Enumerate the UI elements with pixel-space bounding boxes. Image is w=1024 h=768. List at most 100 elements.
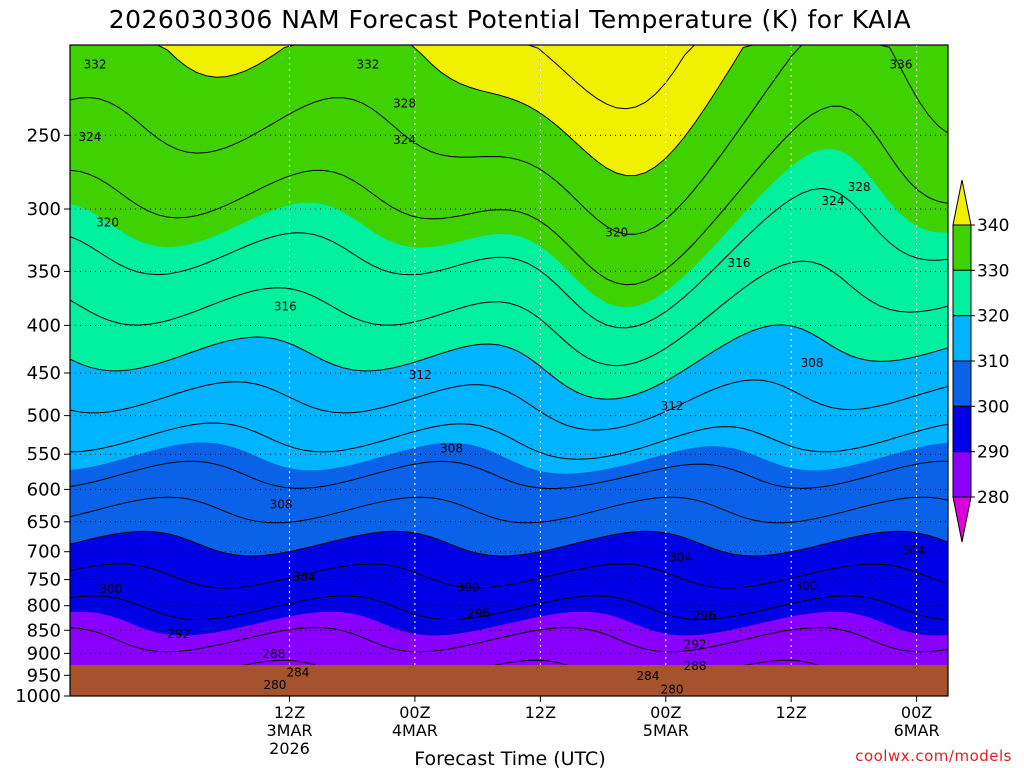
x-tick-label: 12Z: [776, 703, 807, 722]
chart-title: 2026030306 NAM Forecast Potential Temper…: [109, 5, 912, 34]
contour-label: 300: [99, 582, 122, 596]
contour-label: 296: [1002, 638, 1024, 652]
isentrope-328: [70, 187, 948, 329]
contour-label: 288: [262, 647, 285, 661]
colorbar: 340 330 320 310 300 290 280: [952, 179, 1009, 543]
contour-label: 292: [684, 637, 707, 651]
y-tick-label: 950: [27, 665, 61, 686]
colorbar-segment: [952, 224, 972, 271]
contour-label: 304: [902, 544, 925, 558]
contour-label: 296: [693, 609, 716, 623]
contour-label: 280: [661, 683, 684, 697]
isentrope-304: [70, 496, 948, 524]
forecast-time-axis: 12Z3MAR202600Z4MAR12Z00Z5MAR12Z00Z6MAR12…: [266, 696, 940, 758]
contour-label: 332: [356, 58, 379, 72]
x-tick-label: 12Z: [525, 703, 556, 722]
isentrope-324: [70, 260, 948, 367]
contour-label: 320: [605, 226, 628, 240]
colorbar-label: 290: [977, 443, 1009, 463]
colorbar-bottom-triangle: [952, 496, 972, 543]
y-tick-label: 250: [27, 125, 61, 146]
contour-label: 308: [440, 441, 463, 455]
isentrope-336: [70, 45, 948, 235]
isentrope-contours: [70, 45, 948, 696]
credit-text: coolwx.com/models: [855, 747, 1012, 765]
contour-label: 324: [78, 130, 101, 144]
contour-label: 328: [393, 96, 416, 110]
colorbar-segment: [952, 405, 972, 453]
contour-label: 300: [457, 581, 480, 595]
contour-label: 324: [822, 194, 845, 208]
contour-label: 332: [947, 62, 970, 76]
y-tick-label: 800: [27, 596, 61, 617]
x-tick-label: 00Z: [399, 703, 430, 722]
y-tick-label: 650: [27, 512, 61, 533]
colorbar-label: 340: [977, 216, 1009, 236]
contour-labels: 3323323363323283283243243283243203203163…: [78, 58, 1024, 697]
y-tick-label: 500: [27, 406, 61, 427]
x-tick-label: 00Z: [901, 703, 932, 722]
x-tick-label: 6MAR: [894, 721, 940, 740]
colorbar-segment: [952, 360, 972, 407]
colorbar-label: 300: [977, 397, 1009, 417]
contour-label: 296: [467, 606, 490, 620]
contour-label: 320: [96, 215, 119, 229]
x-tick-label: 2026: [269, 739, 310, 758]
colorbar-segment: [952, 315, 972, 362]
isentrope-332: [70, 105, 948, 286]
isentrope-312: [70, 422, 948, 460]
colorbar-segment: [952, 269, 972, 317]
contour-label: 324: [393, 133, 416, 147]
contour-label: 292: [167, 627, 190, 641]
y-tick-label: 1000: [15, 686, 61, 707]
contour-label: 336: [890, 58, 913, 72]
pressure-axis: 2503003504004505005506006507007508008509…: [15, 125, 70, 707]
x-tick-label: 3MAR: [266, 721, 312, 740]
y-tick-label: 750: [27, 570, 61, 591]
x-tick-label: 5MAR: [643, 721, 689, 740]
isentrope-320: [70, 324, 948, 400]
x-axis-label: Forecast Time (UTC): [414, 748, 605, 768]
y-tick-label: 300: [27, 199, 61, 220]
isentrope-300: [70, 530, 948, 557]
y-tick-label: 350: [27, 261, 61, 282]
x-tick-label: 4MAR: [392, 721, 438, 740]
colorbar-label: 330: [977, 261, 1009, 281]
contour-label: 284: [637, 669, 660, 683]
y-tick-label: 400: [27, 315, 61, 336]
isentrope-308: [70, 460, 948, 490]
x-tick-label: 12Z: [274, 703, 305, 722]
contour-label: 328: [848, 180, 871, 194]
y-tick-label: 600: [27, 479, 61, 500]
colorbar-segment: [952, 451, 972, 498]
isentrope-316: [70, 379, 948, 431]
contour-label: 284: [286, 665, 309, 679]
y-tick-label: 450: [27, 363, 61, 384]
y-tick-label: 550: [27, 444, 61, 465]
colorbar-label: 310: [977, 352, 1009, 372]
contour-label: 288: [684, 659, 707, 673]
ground-below-surface: [70, 665, 948, 696]
colorbar-label: 280: [977, 488, 1009, 508]
contour-label: 316: [984, 382, 1007, 396]
contour-label: 304: [669, 551, 692, 565]
contour-label: 304: [293, 570, 316, 584]
contour-label: 280: [263, 678, 286, 692]
contour-label: 316: [274, 300, 297, 314]
plot-frame: [69, 44, 949, 697]
x-tick-label: 00Z: [650, 703, 681, 722]
colorbar-top-triangle: [952, 179, 972, 226]
contour-label: 328: [1010, 108, 1024, 122]
contour-label: 312: [661, 399, 684, 413]
isentrope-288: [70, 626, 948, 653]
isentrope-296: [70, 563, 948, 589]
contour-label: 316: [728, 256, 751, 270]
isentrope-292: [70, 595, 948, 621]
contour-label: 308: [801, 356, 824, 370]
contour-label: 308: [270, 498, 293, 512]
contour-label: 300: [794, 579, 817, 593]
contour-label: 312: [409, 368, 432, 382]
grid-lines: [70, 45, 948, 696]
isentrope-340: [70, 45, 948, 177]
